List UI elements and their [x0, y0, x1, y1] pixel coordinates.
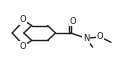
Text: O: O [20, 42, 26, 51]
Text: O: O [20, 15, 26, 24]
Text: N: N [83, 34, 89, 43]
Text: O: O [70, 17, 76, 26]
Text: O: O [97, 32, 103, 41]
